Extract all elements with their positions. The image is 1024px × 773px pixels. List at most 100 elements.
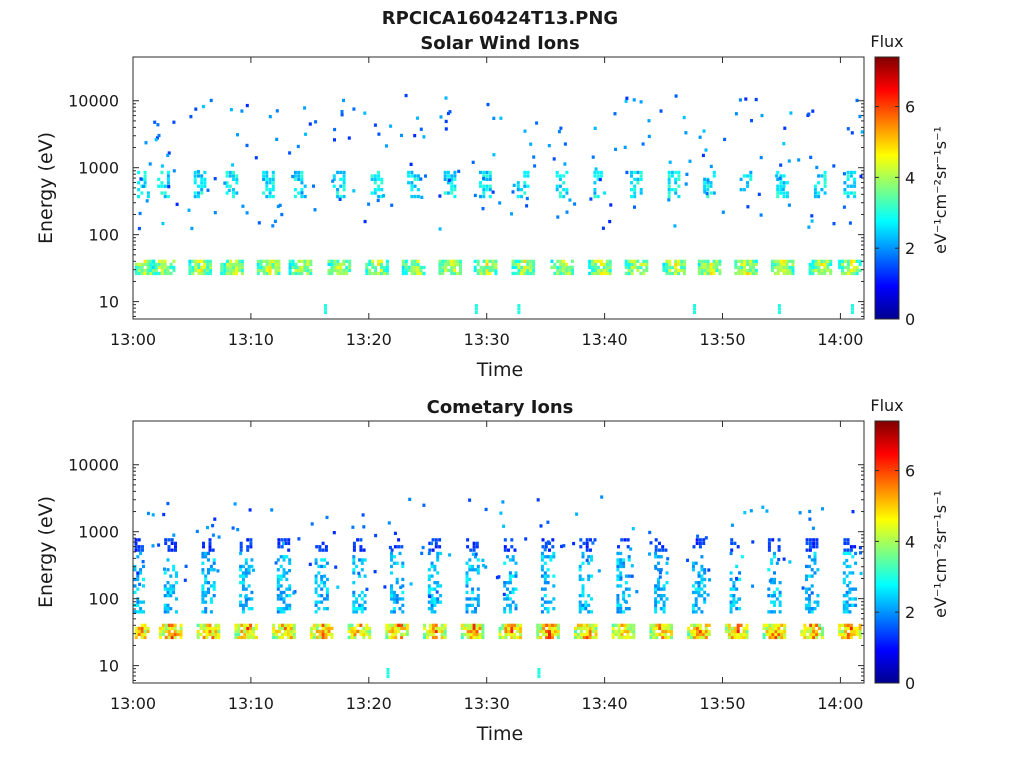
spectrogram-cell <box>413 268 417 273</box>
spectrogram-cell <box>854 561 858 565</box>
spectrogram-cell <box>401 265 405 270</box>
spectrogram-cell <box>201 555 205 559</box>
spectrogram-cell <box>614 629 618 634</box>
spectrogram-cell <box>851 597 855 601</box>
spectrogram-cell <box>858 623 862 627</box>
spectrogram-cell <box>309 271 313 276</box>
spectrogram-cell <box>617 623 621 627</box>
spectrogram-cell <box>300 181 304 185</box>
spectrogram-cell <box>325 597 329 601</box>
scatter-cell <box>172 169 176 173</box>
spectrogram-cell <box>212 558 216 562</box>
spectrogram-cell <box>479 181 482 185</box>
spectrogram-cell <box>727 635 731 640</box>
scatter-cell <box>787 203 791 207</box>
scatter-cell <box>842 205 846 209</box>
spectrogram-cell <box>196 629 200 634</box>
spectrogram-cell <box>541 545 545 549</box>
spectrogram-cell <box>510 632 514 637</box>
spectrogram-cell <box>428 629 432 634</box>
scatter-cell <box>303 106 307 110</box>
spectrogram-cell <box>392 555 396 559</box>
spectrogram-cell <box>654 590 658 595</box>
spectrogram-cell <box>668 265 672 270</box>
scatter-cell <box>382 194 386 198</box>
spectrogram-cell <box>333 265 337 270</box>
y-tick-label: 1000 <box>78 159 119 178</box>
spectrogram-cell <box>587 603 591 607</box>
spectrogram-cell <box>288 268 292 273</box>
spectrogram-cell <box>309 268 313 273</box>
spectrogram-cell <box>179 635 183 640</box>
spectrogram-cell <box>191 259 195 263</box>
spectrogram-cell <box>472 632 476 637</box>
spectrogram-cell <box>416 271 420 276</box>
spectrogram-cell <box>841 271 844 276</box>
spectrogram-cell <box>134 268 138 273</box>
spectrogram-cell <box>240 268 244 273</box>
spectrogram-cell <box>485 268 489 273</box>
spectrogram-cell <box>146 271 150 276</box>
spectrogram-cell <box>707 632 711 637</box>
spectrogram-cell <box>226 265 230 270</box>
spectrogram-cell <box>671 271 675 276</box>
spectrogram-cell <box>639 170 643 175</box>
spectrogram-cell <box>632 623 636 627</box>
spectrogram-cell <box>551 632 554 637</box>
spectrogram-cell <box>320 594 324 598</box>
spectrogram-cell <box>352 600 356 604</box>
spectrogram-cell <box>166 607 170 611</box>
spectrogram-cell <box>746 271 750 276</box>
spectrogram-cell <box>197 262 201 267</box>
spectrogram-cell <box>843 188 847 192</box>
spectrogram-cell <box>249 629 253 634</box>
scatter-cell <box>788 560 792 564</box>
spectrogram-cell <box>137 545 141 549</box>
spectrogram-cell <box>479 271 483 276</box>
colorbar-label: Flux <box>870 396 903 415</box>
spectrogram-cell <box>749 271 752 276</box>
spectrogram-cell <box>649 632 653 637</box>
spectrogram-cell <box>655 635 659 640</box>
spectrogram-cell <box>355 597 359 601</box>
spectrogram-cell <box>201 587 205 591</box>
spectrogram-cell <box>143 629 147 634</box>
spectrogram-cell <box>400 623 404 627</box>
spectrogram-cell <box>556 271 560 276</box>
spectrogram-cell <box>593 170 597 175</box>
spectrogram-cell <box>729 603 733 607</box>
spectrogram-cell <box>544 545 548 549</box>
spectrogram-cell <box>817 174 821 178</box>
scatter-cell <box>807 112 811 116</box>
scatter-cell <box>851 510 855 514</box>
spectrogram-cell <box>680 265 684 270</box>
spectrogram-cell <box>164 623 168 627</box>
spectrogram-cell <box>619 564 623 569</box>
spectrogram-cell <box>677 184 681 188</box>
spectrogram-cell <box>235 177 239 181</box>
scatter-cell <box>654 566 658 570</box>
spectrogram-cell <box>729 577 733 582</box>
scatter-cell <box>682 115 686 120</box>
spectrogram-cell <box>391 632 395 637</box>
scatter-cell <box>562 544 566 548</box>
scatter-cell <box>547 144 551 148</box>
spectrogram-cell <box>465 590 469 595</box>
spectrogram-cell <box>514 587 518 591</box>
spectrogram-cell <box>312 626 316 631</box>
spectrogram-cell <box>812 626 816 631</box>
spectrogram-cell <box>623 626 627 631</box>
spectrogram-cell <box>627 555 631 559</box>
spectrogram-cell <box>291 259 295 263</box>
spectrogram-cell <box>814 268 818 273</box>
spectrogram-cell <box>611 629 615 634</box>
scatter-cell <box>850 131 854 135</box>
spectrogram-cell <box>823 174 827 178</box>
spectrogram-cell <box>234 632 238 637</box>
scatter-cell <box>623 599 627 603</box>
scatter-cell <box>236 528 240 532</box>
spectrogram-cell <box>211 635 215 640</box>
spectrogram-cell <box>517 268 521 273</box>
spectrogram-cell <box>373 181 377 185</box>
spectrogram-cell <box>169 594 173 598</box>
